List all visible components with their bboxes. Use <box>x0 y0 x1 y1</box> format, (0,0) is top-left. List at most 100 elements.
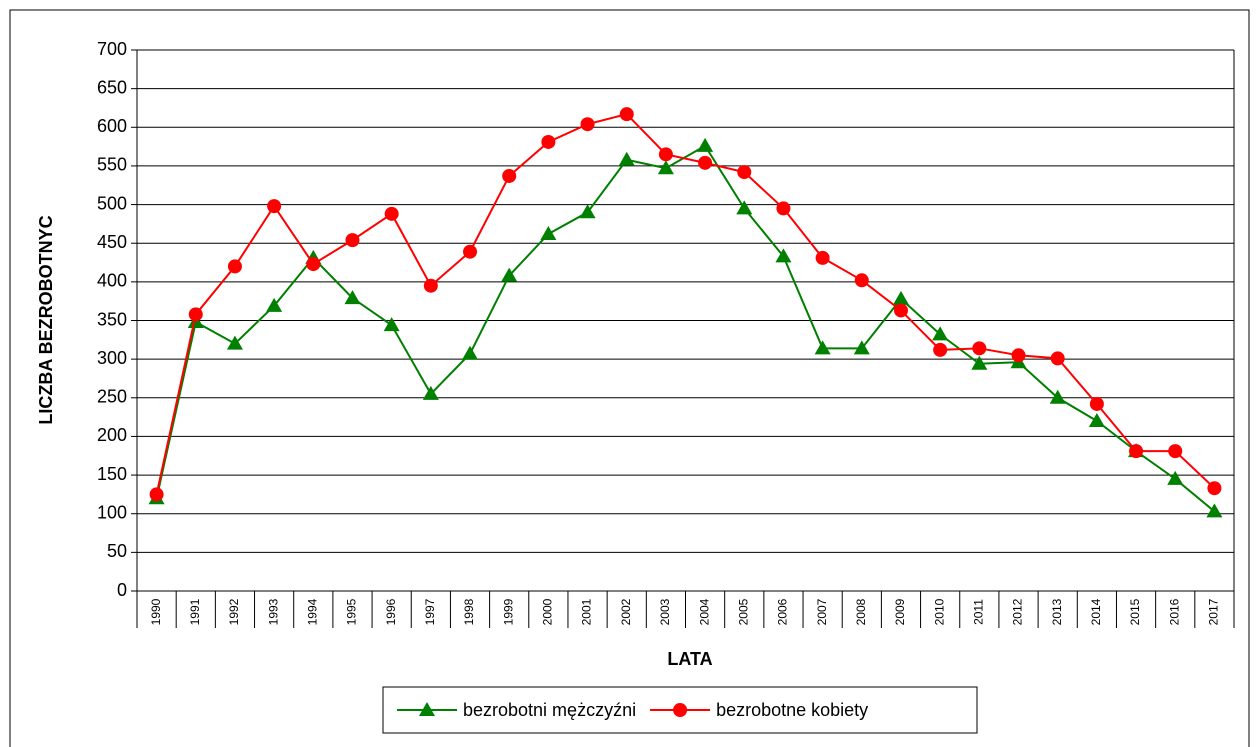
data-point <box>580 117 595 132</box>
data-point <box>423 278 438 293</box>
data-point <box>462 345 479 360</box>
data-point <box>736 200 753 215</box>
data-point <box>149 487 164 502</box>
data-point <box>853 340 870 355</box>
y-tick-label: 450 <box>97 232 127 252</box>
x-axis-label: LATA <box>667 649 712 669</box>
y-tick-label: 600 <box>97 116 127 136</box>
data-point <box>1207 481 1222 496</box>
x-tick-label: 2014 <box>1089 598 1103 625</box>
x-tick-label: 1990 <box>149 598 163 625</box>
x-tick-label: 2001 <box>580 598 594 625</box>
x-tick-label: 2003 <box>658 598 672 625</box>
data-point <box>384 206 399 221</box>
data-point <box>932 326 949 341</box>
x-tick-label: 2004 <box>697 598 711 625</box>
data-point <box>815 250 830 265</box>
legend-label: bezrobotne kobiety <box>716 700 868 720</box>
data-point <box>306 257 321 272</box>
data-point <box>971 355 988 370</box>
data-point <box>1050 351 1065 366</box>
x-tick-label: 2015 <box>1128 598 1142 625</box>
data-point <box>933 342 948 357</box>
series-line <box>155 113 1216 495</box>
data-point <box>188 307 203 322</box>
data-point <box>1089 396 1104 411</box>
series-line <box>155 144 1216 513</box>
series <box>148 137 1223 518</box>
y-tick-label: 500 <box>97 193 127 213</box>
y-tick-label: 650 <box>97 77 127 97</box>
x-tick-label: 1992 <box>227 598 241 625</box>
data-point <box>1167 470 1184 485</box>
data-point <box>658 147 673 162</box>
data-point <box>266 297 283 312</box>
x-tick-label: 2011 <box>972 599 986 625</box>
x-tick-label: 1995 <box>345 598 359 625</box>
data-point <box>463 244 478 259</box>
data-point <box>227 259 242 274</box>
x-tick-label: 2009 <box>893 598 907 625</box>
data-point <box>1168 444 1183 459</box>
y-tick-label: 50 <box>107 541 127 561</box>
y-tick-label: 150 <box>97 464 127 484</box>
x-tick-label: 1996 <box>384 598 398 625</box>
data-point <box>657 160 674 175</box>
data-point <box>972 341 987 356</box>
x-tick-label: 2005 <box>736 598 750 625</box>
data-point <box>737 165 752 180</box>
x-tick-label: 2006 <box>776 598 790 625</box>
data-point <box>814 340 831 355</box>
data-point <box>345 233 360 248</box>
y-tick-label: 0 <box>117 580 127 600</box>
data-point <box>775 248 792 263</box>
data-point <box>1011 348 1026 363</box>
y-tick-label: 400 <box>97 271 127 291</box>
y-tick-label: 200 <box>97 425 127 445</box>
x-tick-label: 1998 <box>462 598 476 625</box>
x-tick-label: 1991 <box>188 598 202 625</box>
data-point <box>383 317 400 332</box>
data-point <box>697 137 714 152</box>
x-tick-label: 2017 <box>1207 598 1221 625</box>
data-point <box>1206 503 1223 518</box>
chart-frame <box>9 9 1250 747</box>
data-point <box>502 168 517 183</box>
x-tick-label: 2002 <box>619 598 633 625</box>
data-point <box>501 267 518 282</box>
x-tick-label: 1997 <box>423 598 437 625</box>
y-tick-label: 350 <box>97 309 127 329</box>
legend-marker <box>673 703 688 717</box>
legend-label: bezrobotni mężczyźni <box>463 700 636 720</box>
x-tick-label: 2013 <box>1050 598 1064 625</box>
legend-marker <box>419 702 435 716</box>
x-tick-label: 1999 <box>501 598 515 625</box>
data-point <box>776 201 791 216</box>
data-point <box>1088 412 1105 427</box>
data-point <box>344 290 361 305</box>
data-point <box>854 273 869 288</box>
data-point <box>422 385 439 400</box>
series <box>149 107 1222 502</box>
y-tick-label: 700 <box>97 39 127 59</box>
data-point <box>893 303 908 318</box>
y-axis-label: LICZBA BEZROBOTNYC <box>36 215 56 424</box>
data-point <box>579 204 596 219</box>
x-tick-label: 2000 <box>541 598 555 625</box>
y-tick-label: 250 <box>97 387 127 407</box>
data-point <box>892 290 909 305</box>
data-point <box>619 107 634 122</box>
x-tick-label: 2010 <box>932 598 946 625</box>
data-point <box>618 151 635 166</box>
data-point <box>1049 389 1066 404</box>
data-point <box>226 335 243 350</box>
x-tick-label: 2008 <box>854 598 868 625</box>
x-tick-label: 1994 <box>305 598 319 625</box>
y-tick-label: 100 <box>97 502 127 522</box>
data-point <box>698 155 713 170</box>
y-tick-label: 550 <box>97 155 127 175</box>
legend: bezrobotni mężczyźni bezrobotne kobiety <box>382 686 978 734</box>
data-point <box>540 225 557 240</box>
x-tick-label: 2007 <box>815 598 829 625</box>
